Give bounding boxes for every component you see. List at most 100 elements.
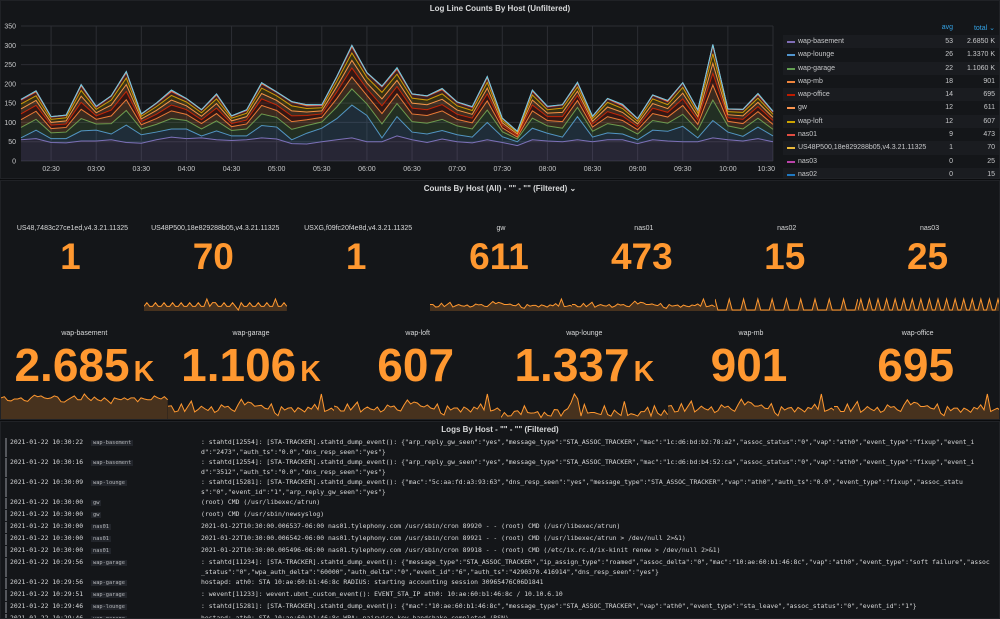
stat-nas01[interactable]: nas01 473 bbox=[572, 201, 716, 311]
legend-name[interactable]: wap-loft bbox=[798, 117, 823, 125]
legend-item[interactable]: nas01 9 473 bbox=[783, 128, 999, 141]
log-timestamp: 2021-01-22 10:30:09 bbox=[10, 478, 84, 486]
y-tick-label: 250 bbox=[4, 62, 16, 69]
log-row[interactable]: 2021-01-22 10:30:00 nas01 2021-01-22T10:… bbox=[5, 546, 991, 557]
stat-gw[interactable]: gw 611 bbox=[429, 201, 573, 311]
log-timestamp: 2021-01-22 10:29:56 bbox=[10, 558, 84, 566]
host-label[interactable]: wap-lounge bbox=[91, 604, 127, 610]
series-line[interactable] bbox=[20, 51, 774, 134]
panel-title[interactable]: Counts By Host (All) - "" - "" (Filtered… bbox=[423, 184, 577, 193]
legend-name[interactable]: nas01 bbox=[798, 131, 818, 139]
host-label[interactable]: wap-garage bbox=[91, 560, 127, 566]
host-label[interactable]: wap-garage bbox=[91, 580, 127, 586]
stat-label: nas01 bbox=[634, 225, 654, 232]
legend-item[interactable]: gw 12 611 bbox=[783, 101, 999, 114]
host-label[interactable]: wap-basement bbox=[91, 440, 134, 446]
host-label[interactable]: gw bbox=[91, 500, 102, 506]
legend-name[interactable]: wap-mb bbox=[798, 77, 823, 85]
stat-wap-mb[interactable]: wap-mb 901 bbox=[667, 316, 835, 419]
host-label[interactable]: wap-garage bbox=[91, 592, 127, 598]
panel-title[interactable]: Logs By Host - "" - "" (Filtered) bbox=[441, 425, 559, 434]
legend-item[interactable]: wap-office 14 695 bbox=[783, 88, 999, 102]
legend-total: 1.1060 K bbox=[966, 64, 995, 72]
log-host: wap-basement bbox=[91, 458, 201, 477]
legend-item[interactable]: nas02 0 15 bbox=[783, 167, 999, 178]
series-area bbox=[21, 76, 773, 140]
log-host: wap-lounge bbox=[91, 602, 201, 613]
x-tick-label: 03:30 bbox=[133, 166, 151, 173]
series-line[interactable] bbox=[20, 44, 774, 133]
sparkline-line bbox=[1, 393, 168, 405]
log-row[interactable]: 2021-01-22 10:30:00 gw (root) CMD (/usr/… bbox=[5, 510, 991, 521]
series-swatch bbox=[787, 173, 795, 176]
stat-USXG[interactable]: USXG,f09fc20f4e8d,v4.3.21.11325 1 bbox=[287, 201, 430, 311]
legend-item[interactable]: wap-mb 18 901 bbox=[783, 75, 999, 88]
log-host: wap-lounge bbox=[91, 478, 201, 497]
host-label[interactable]: wap-lounge bbox=[91, 480, 127, 486]
log-row[interactable]: 2021-01-22 10:30:09 wap-lounge : stahtd[… bbox=[5, 478, 991, 498]
stat-unit: K bbox=[133, 356, 155, 388]
host-label[interactable]: wap-basement bbox=[91, 460, 134, 466]
series-line[interactable] bbox=[20, 76, 774, 138]
stat-wap-loft[interactable]: wap-loft 607 bbox=[334, 316, 501, 419]
log-message: 2021-01-22T10:30:00.005496-06:00 nas01.t… bbox=[201, 546, 721, 554]
legend-name[interactable]: gw bbox=[798, 104, 807, 112]
sparkline-line bbox=[667, 393, 835, 417]
host-label[interactable]: nas01 bbox=[91, 524, 111, 530]
sparkline-line bbox=[858, 297, 999, 311]
log-row[interactable]: 2021-01-22 10:30:22 wap-basement : staht… bbox=[5, 438, 991, 458]
host-label[interactable]: nas01 bbox=[91, 536, 111, 542]
series-swatch bbox=[787, 107, 795, 110]
legend-header-total[interactable]: total ⌄ bbox=[973, 25, 995, 32]
stat-wap-office[interactable]: wap-office 695 bbox=[834, 316, 999, 419]
series-line[interactable] bbox=[20, 59, 774, 135]
legend-item[interactable]: wap-garage 22 1.1060 K bbox=[783, 61, 999, 75]
log-row[interactable]: 2021-01-22 10:30:00 gw (root) CMD (/usr/… bbox=[5, 498, 991, 509]
legend-item[interactable]: wap-loft 12 607 bbox=[783, 114, 999, 129]
series-area bbox=[21, 135, 773, 161]
host-label[interactable]: wap-garage bbox=[91, 616, 127, 618]
legend-name[interactable]: nas03 bbox=[798, 157, 818, 165]
legend-name[interactable]: nas02 bbox=[798, 170, 818, 178]
legend-name[interactable]: wap-office bbox=[798, 91, 830, 99]
legend-name[interactable]: US48P500,18e829288b05,v4.3.21.11325 bbox=[798, 144, 927, 152]
series-line[interactable] bbox=[20, 104, 774, 143]
legend-item[interactable]: wap-basement 53 2.6850 K bbox=[783, 35, 999, 49]
series-line[interactable] bbox=[20, 135, 774, 147]
log-row[interactable]: 2021-01-22 10:29:46 wap-garage hostapd: … bbox=[5, 614, 991, 618]
y-tick-label: 300 bbox=[4, 43, 16, 50]
stacked-area-chart[interactable]: 0 50 100 150 200 250 300 350 02:30 03:00 03:30 04:0… bbox=[1, 1, 783, 179]
stat-nas03[interactable]: nas03 25 bbox=[858, 201, 999, 311]
legend-item[interactable]: nas03 0 25 bbox=[783, 155, 999, 168]
host-label[interactable]: nas01 bbox=[91, 548, 111, 554]
stats-panel: Counts By Host (All) - "" - "" (Filtered… bbox=[0, 180, 1000, 420]
panel-title[interactable]: Log Line Counts By Host (Unfiltered) bbox=[429, 4, 571, 13]
log-row[interactable]: 2021-01-22 10:30:16 wap-basement : staht… bbox=[5, 458, 991, 478]
log-message: : stahtd[12554]: [STA-TRACKER].stahtd_du… bbox=[201, 438, 975, 456]
series-line[interactable] bbox=[20, 88, 774, 140]
stat-US48P500[interactable]: US48P500,18e829288b05,v4.3.21.11325 70 bbox=[143, 201, 287, 311]
series-line[interactable] bbox=[20, 67, 774, 137]
legend-name[interactable]: wap-basement bbox=[798, 38, 844, 45]
host-label[interactable]: gw bbox=[91, 512, 102, 518]
legend-avg: 12 bbox=[945, 117, 953, 125]
log-row[interactable]: 2021-01-22 10:29:56 wap-garage : stahtd[… bbox=[5, 558, 991, 578]
stat-wap-garage[interactable]: wap-garage 1.106 K bbox=[167, 316, 335, 419]
stat-US48[interactable]: US48,7483c27ce1ed,v4.3.21.11325 1 bbox=[1, 201, 144, 311]
log-row[interactable]: 2021-01-22 10:29:51 wap-garage : wevent[… bbox=[5, 590, 991, 601]
log-row[interactable]: 2021-01-22 10:30:00 nas01 2021-01-22T10:… bbox=[5, 522, 991, 533]
legend-name[interactable]: wap-lounge bbox=[798, 51, 835, 59]
log-row[interactable]: 2021-01-22 10:30:00 nas01 2021-01-22T10:… bbox=[5, 534, 991, 545]
log-message: 2021-01-22T10:30:00.006537-06:00 nas01.t… bbox=[201, 522, 621, 530]
legend-name[interactable]: wap-garage bbox=[798, 64, 835, 72]
log-row[interactable]: 2021-01-22 10:29:46 wap-lounge : stahtd[… bbox=[5, 602, 991, 613]
log-host: wap-garage bbox=[91, 590, 201, 601]
stat-nas02[interactable]: nas02 15 bbox=[715, 201, 859, 311]
legend-item[interactable]: US48P500,18e829288b05,v4.3.21.11325 1 70 bbox=[783, 141, 999, 155]
legend-avg: 22 bbox=[945, 64, 953, 72]
stat-wap-basement[interactable]: wap-basement 2.685 K bbox=[1, 316, 168, 419]
legend-item[interactable]: wap-lounge 26 1.3370 K bbox=[783, 48, 999, 61]
log-row[interactable]: 2021-01-22 10:29:56 wap-garage hostapd: … bbox=[5, 578, 991, 589]
legend-header-avg[interactable]: avg bbox=[941, 24, 953, 31]
stat-wap-lounge[interactable]: wap-lounge 1.337 K bbox=[501, 316, 668, 419]
